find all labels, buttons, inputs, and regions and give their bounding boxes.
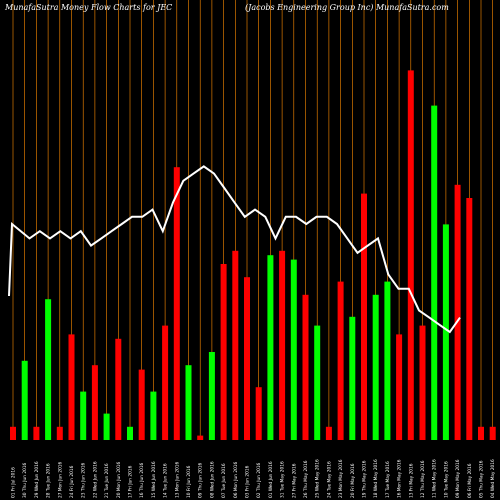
x-tick-label: 15 Wed Jun 2016 <box>151 461 157 498</box>
bars <box>10 70 496 441</box>
bar-down <box>232 250 239 440</box>
x-tick-label: 19 Thu May 2016 <box>362 460 368 498</box>
bar-down <box>10 426 16 440</box>
x-tick-label: 16 Mon May 2016 <box>397 459 403 498</box>
x-tick-label: 29 Wed Jun 2016 <box>34 461 40 498</box>
bar-up <box>431 105 438 440</box>
x-tick-label: 23 Mon May 2016 <box>338 459 344 498</box>
x-tick-label: 20 Fri May 2016 <box>350 463 356 498</box>
bar-down <box>478 426 484 440</box>
bar-up <box>267 255 274 440</box>
bar-down <box>138 369 145 440</box>
bar-down <box>173 167 180 440</box>
bar-up <box>208 352 215 440</box>
x-tick-label: 10 Fri Jun 2016 <box>186 465 192 498</box>
bar-down <box>56 426 63 440</box>
bar-down <box>68 334 75 440</box>
bar-down <box>197 435 204 440</box>
x-tick-label: 09 Thu Jun 2016 <box>198 462 204 498</box>
x-tick-label: 03 Fri Jun 2016 <box>245 465 251 498</box>
bar-down <box>302 294 309 440</box>
x-tick-label: 24 Tue May 2016 <box>326 461 332 498</box>
price-line <box>8 165 461 334</box>
x-tick-label: 31 Tue May 2016 <box>280 461 286 498</box>
x-tick-label: 12 Thu May 2016 <box>420 460 426 498</box>
x-tick-label: 27 Fri May 2016 <box>291 463 297 498</box>
bar-down <box>220 264 227 440</box>
bar-up <box>80 391 87 440</box>
x-tick-label: 13 Mon Jun 2016 <box>174 461 180 498</box>
x-tick-label: 18 Wed May 2016 <box>373 459 379 498</box>
bar-down <box>255 387 262 440</box>
x-tick-label: 28 Tue Jun 2016 <box>46 463 52 498</box>
bar-up <box>372 294 379 440</box>
bar-down <box>279 250 286 440</box>
x-tick-label: 23 Thu Jun 2016 <box>81 462 87 498</box>
x-tick-label: 06 Mon Jun 2016 <box>233 461 239 498</box>
bar-down <box>162 325 169 440</box>
x-tick-label: 08 Wed Jun 2016 <box>209 461 215 498</box>
x-tick-label: 27 Mon Jun 2016 <box>57 461 63 498</box>
chart-title: MunafaSutra Money Flow Charts for JEC <box>4 3 172 12</box>
x-tick-label: 17 Tue May 2016 <box>385 461 391 498</box>
bar-down <box>337 281 344 440</box>
bar-down <box>419 325 426 440</box>
bar-up <box>21 360 28 440</box>
x-tick-label: 01 Wed Jun 2016 <box>268 461 274 498</box>
bar-up <box>314 325 321 440</box>
x-tick-labels: 01 Fri Jul 2016 30 Thu Jun 2016 29 Wed Jun… <box>11 459 497 498</box>
x-tick-label: 16 Thu Jun 2016 <box>139 462 145 498</box>
x-tick-label: 25 Wed May 2016 <box>315 459 321 498</box>
bar-up <box>384 281 391 440</box>
bar-down <box>115 338 122 440</box>
x-tick-label: 14 Tue Jun 2016 <box>163 463 169 498</box>
bar-down <box>489 426 496 440</box>
x-tick-label: 01 Fri Jul 2016 <box>11 467 17 498</box>
bar-up <box>349 316 356 440</box>
bar-up <box>45 299 52 440</box>
bar-down <box>466 198 473 440</box>
bar-down <box>361 193 367 440</box>
x-tick-label: 09 Mon May 2016 <box>455 459 461 498</box>
x-tick-label: 21 Tue Jun 2016 <box>104 463 110 498</box>
x-tick-label: 24 Fri Jun 2016 <box>69 465 75 498</box>
x-tick-label: 06 Fri May 2016 <box>467 463 473 498</box>
x-tick-label: 26 Thu May 2016 <box>303 460 309 498</box>
bar-down <box>325 426 332 440</box>
x-tick-label: 13 Fri May 2016 <box>408 463 414 498</box>
bar-down <box>454 184 461 440</box>
bar-up <box>127 426 133 440</box>
bar-down <box>33 426 40 440</box>
bar-up <box>185 365 192 440</box>
x-tick-label: 17 Fri Jun 2016 <box>128 465 134 498</box>
bar-up <box>150 391 157 440</box>
bar-down <box>244 277 250 440</box>
x-tick-label: 20 Mon Jun 2016 <box>116 461 122 498</box>
x-tick-label: 05 Thu May 2016 <box>479 460 485 498</box>
x-tick-label: 11 Wed May 2016 <box>432 459 438 498</box>
x-tick-label: 04 Wed May 2016 <box>490 459 496 498</box>
bar-up <box>442 224 449 440</box>
x-tick-label: 10 Tue May 2016 <box>443 461 449 498</box>
bar-up <box>103 413 110 440</box>
bar-down <box>407 70 414 441</box>
x-tick-label: 07 Tue Jun 2016 <box>221 463 227 498</box>
bar-up <box>290 259 297 440</box>
bar-down <box>396 334 403 440</box>
chart-subtitle: (Jacobs Engineering Group Inc) MunafaSut… <box>245 3 449 12</box>
x-tick-label: 30 Thu Jun 2016 <box>22 462 28 498</box>
x-tick-label: 22 Wed Jun 2016 <box>92 461 98 498</box>
bar-down <box>91 365 98 440</box>
x-tick-label: 02 Thu Jun 2016 <box>256 462 262 498</box>
